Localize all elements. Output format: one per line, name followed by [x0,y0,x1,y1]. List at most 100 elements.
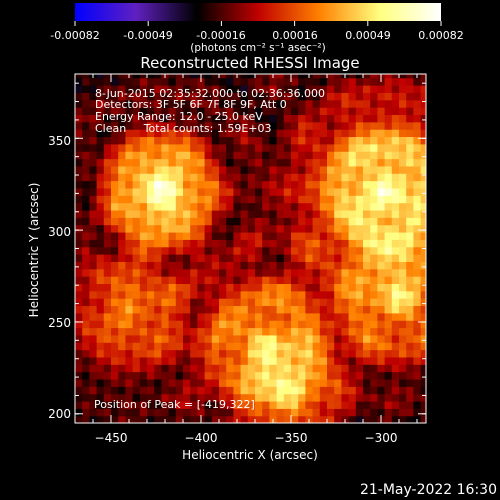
heatmap-cell [82,239,90,248]
heatmap-cell [82,92,90,101]
heatmap-cell [226,312,234,321]
heatmap-cell [327,276,335,284]
heatmap-cell [363,231,371,240]
heatmap-cell [89,364,98,373]
heatmap-cell [219,202,227,211]
heatmap-cell [305,400,314,409]
heatmap-cell [132,298,141,307]
heatmap-cell [139,143,148,152]
heatmap-cell [190,371,198,380]
heatmap-cell [118,114,126,123]
heatmap-cell [283,151,292,160]
heatmap-cell [391,224,400,233]
heatmap-cell [219,143,227,152]
heatmap-cell [82,268,90,277]
heatmap-cell [125,99,134,108]
heatmap-cell [413,305,422,314]
heatmap-cell [111,77,119,86]
heatmap-cell [233,312,242,321]
heatmap-cell [197,312,206,321]
heatmap-cell [219,151,227,160]
heatmap-cell [226,107,234,116]
heatmap-cell [168,114,177,123]
heatmap-cell [255,77,263,86]
heatmap-cell [355,107,364,116]
heatmap-cell [363,342,371,351]
heatmap-cell [363,327,371,336]
heatmap-cell [125,224,134,233]
heatmap-cell [204,85,213,93]
heatmap-cell [82,129,90,138]
heatmap-cell [240,129,249,138]
heatmap-cell [413,276,422,284]
heatmap-cell [406,224,414,233]
heatmap-cell [190,173,198,182]
heatmap-cell [168,158,177,167]
heatmap-cell [262,276,270,284]
heatmap-cell [399,408,407,417]
heatmap-cell [204,283,213,292]
heatmap-cell [219,305,227,314]
heatmap-cell [384,158,393,167]
heatmap-cell [255,327,263,336]
heatmap-cell [334,298,342,307]
heatmap-cell [168,107,177,116]
heatmap-cell [384,74,393,79]
heatmap-cell [355,320,364,329]
heatmap-cell [89,400,98,409]
heatmap-cell [82,136,90,145]
annotation-time-range: 8-Jun-2015 02:35:32.000 to 02:36:36.000 [95,87,325,100]
heatmap-cell [363,77,371,86]
heatmap-cell [355,334,364,343]
heatmap-cell [384,187,393,196]
heatmap-cell [384,371,393,380]
heatmap-cell [204,231,213,240]
heatmap-cell [233,158,242,167]
heatmap-cell [161,173,170,182]
heatmap-cell [406,349,414,358]
heatmap-cell [190,356,198,365]
heatmap-cell [211,261,220,270]
heatmap-cell [197,254,206,262]
heatmap-cell [75,129,83,138]
heatmap-cell [255,92,263,101]
heatmap-cell [161,224,170,233]
heatmap-cell [103,254,112,262]
heatmap-cell [175,107,184,116]
heatmap-cell [183,224,191,233]
heatmap-cell [291,180,299,189]
heatmap-cell [334,254,342,262]
heatmap-cell [377,254,386,262]
heatmap-cell [183,158,191,167]
heatmap-cell [147,246,155,255]
heatmap-cell [183,202,191,211]
heatmap-cell [319,74,328,79]
heatmap-cell [161,143,170,152]
heatmap-cell [125,356,134,365]
heatmap-cell [240,378,249,387]
heatmap-cell [399,276,407,284]
heatmap-cell [89,180,98,189]
heatmap-cell [240,268,249,277]
heatmap-cell [291,349,299,358]
heatmap-cell [363,356,371,365]
heatmap-cell [147,290,155,299]
heatmap-cell [211,371,220,380]
heatmap-cell [139,202,148,211]
heatmap-cell [111,85,119,93]
heatmap-cell [298,356,306,365]
heatmap-cell [111,99,119,108]
heatmap-cell [420,143,426,152]
heatmap-cell [319,400,328,409]
y-tick-label: 350 [48,134,71,148]
heatmap-cell [89,202,98,211]
heatmap-cell [377,209,386,218]
heatmap-cell [298,290,306,299]
heatmap-cell [413,334,422,343]
heatmap-cell [111,283,119,292]
heatmap-cell [75,261,83,270]
heatmap-cell [96,378,105,387]
heatmap-cell [312,393,321,402]
heatmap-cell [219,173,227,182]
heatmap-cell [312,114,321,123]
